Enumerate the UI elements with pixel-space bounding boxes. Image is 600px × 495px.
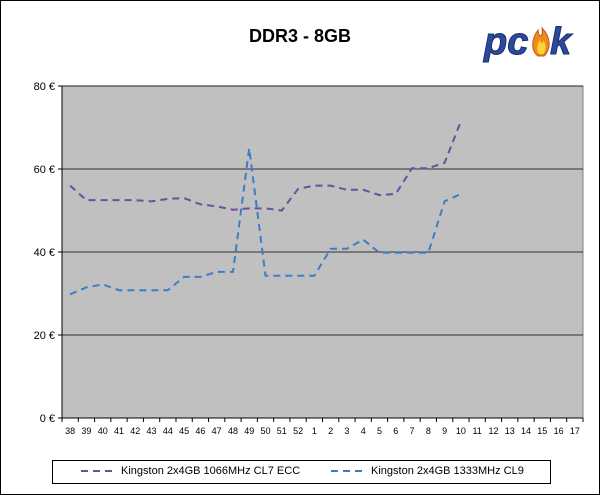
x-tick-label: 10 bbox=[456, 426, 466, 436]
x-tick-label: 38 bbox=[65, 426, 75, 436]
pcsk-logo: pc k bbox=[483, 21, 574, 64]
x-tick-label: 52 bbox=[293, 426, 303, 436]
line-chart: 0 €20 €40 €60 €80 €38 39 40 41 42 43 44 45 46 47 4… bbox=[34, 81, 584, 436]
legend-swatch-series-1 bbox=[81, 470, 117, 473]
x-tick-label: 44 bbox=[163, 426, 173, 436]
x-tick-label: 41 bbox=[114, 426, 124, 436]
legend-swatch-series-2 bbox=[331, 470, 367, 473]
x-tick-label: 5 bbox=[377, 426, 382, 436]
legend-item-series-1: Kingston 2x4GB 1066MHz CL7 ECC bbox=[81, 465, 300, 477]
x-tick-label: 13 bbox=[505, 426, 515, 436]
x-tick-label: 49 bbox=[244, 426, 254, 436]
x-tick-label: 4 bbox=[361, 426, 366, 436]
x-tick-label: 51 bbox=[277, 426, 287, 436]
x-tick-label: 45 bbox=[179, 426, 189, 436]
legend-label-series-2: Kingston 2x4GB 1333MHz CL9 bbox=[371, 465, 524, 477]
series-line-2 bbox=[69, 148, 462, 296]
x-tick-label: 3 bbox=[344, 426, 349, 436]
x-tick-label: 17 bbox=[570, 426, 580, 436]
x-tick-label: 46 bbox=[195, 426, 205, 436]
chart-title: DDR3 - 8GB bbox=[248, 26, 351, 46]
x-tick-label: 11 bbox=[473, 426, 482, 436]
x-tick-label: 9 bbox=[442, 426, 447, 436]
x-tick-label: 50 bbox=[261, 426, 271, 436]
svg-text:k: k bbox=[550, 21, 573, 63]
x-tick-label: 47 bbox=[212, 426, 222, 436]
x-tick-label: 2 bbox=[328, 426, 333, 436]
x-tick-label: 43 bbox=[147, 426, 157, 436]
x-tick-label: 48 bbox=[228, 426, 238, 436]
x-tick-label: 7 bbox=[410, 426, 415, 436]
x-tick-label: 14 bbox=[521, 426, 531, 436]
legend-label-series-1: Kingston 2x4GB 1066MHz CL7 ECC bbox=[121, 465, 301, 477]
y-tick-label: 0 € bbox=[40, 413, 55, 425]
y-tick-label: 20 € bbox=[34, 330, 55, 342]
x-tick-label: 15 bbox=[537, 426, 547, 436]
y-tick-label: 60 € bbox=[34, 164, 55, 176]
x-tick-label: 1 bbox=[312, 426, 317, 436]
x-tick-label: 12 bbox=[488, 426, 498, 436]
x-tick-label: 16 bbox=[554, 426, 564, 436]
y-tick-label: 80 € bbox=[34, 81, 55, 93]
x-tick-label: 42 bbox=[130, 426, 140, 436]
x-tick-label: 40 bbox=[98, 426, 108, 436]
y-tick-label: 40 € bbox=[34, 247, 55, 259]
svg-text:pc: pc bbox=[483, 21, 528, 63]
legend-item-series-2: Kingston 2x4GB 1333MHz CL9 bbox=[331, 465, 524, 477]
x-tick-label: 6 bbox=[393, 426, 398, 436]
x-tick-label: 8 bbox=[426, 426, 431, 436]
x-tick-label: 39 bbox=[81, 426, 91, 436]
legend: Kingston 2x4GB 1066MHz CL7 ECC Kingston … bbox=[52, 460, 551, 484]
